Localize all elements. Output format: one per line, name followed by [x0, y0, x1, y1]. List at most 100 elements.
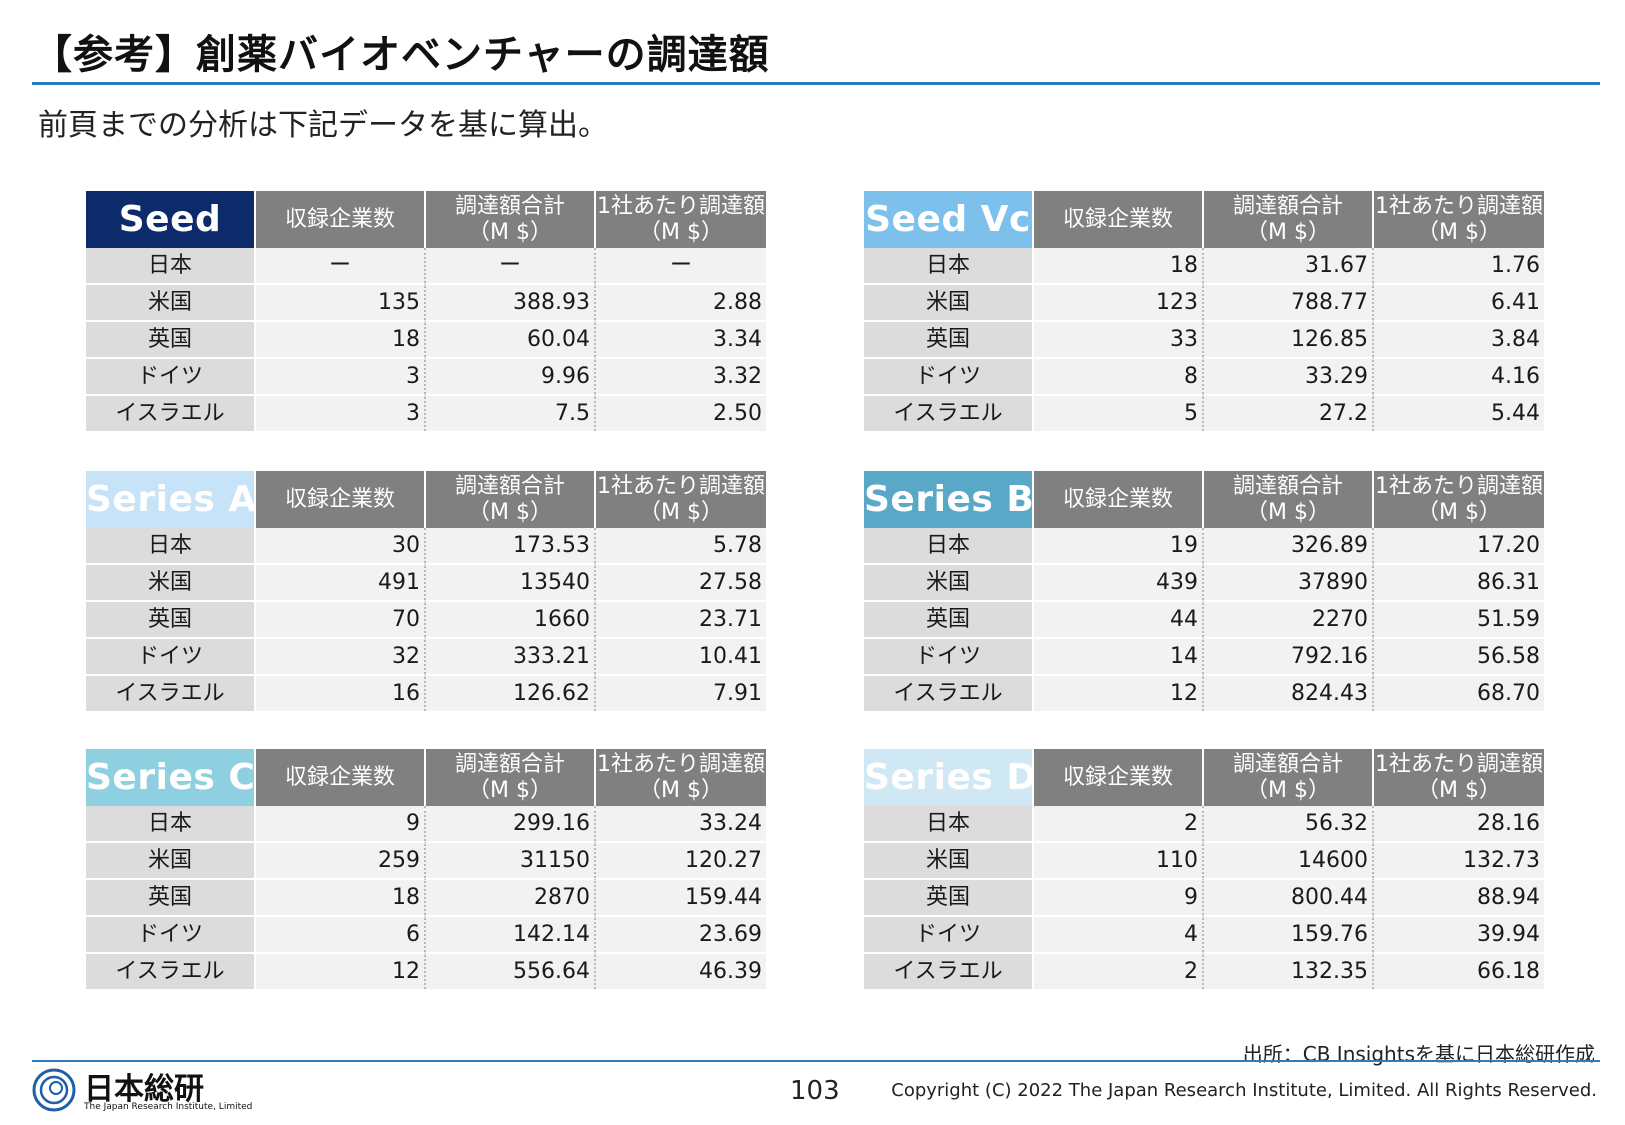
cell-per-company: 3.84: [1374, 320, 1544, 357]
column-header-companies: 収録企業数: [256, 749, 426, 806]
table-row: イスラエル 2 132.35 66.18: [864, 952, 1544, 989]
table-series-c: Series C 収録企業数 調達額合計 （M $） 1社あたり調達額 （M $） …: [86, 749, 766, 989]
cell-companies: 2: [1034, 952, 1204, 989]
row-country: ドイツ: [864, 637, 1034, 674]
table-row: ドイツ 6 142.14 23.69: [86, 915, 766, 952]
cell-per-company: 66.18: [1374, 952, 1544, 989]
cell-per-company: 68.70: [1374, 674, 1544, 711]
stage-header: Seed: [86, 191, 256, 248]
table-row: 英国 9 800.44 88.94: [864, 878, 1544, 915]
cell-companies: 18: [256, 320, 426, 357]
column-header-per-company: 1社あたり調達額 （M $）: [1374, 471, 1544, 528]
row-country: ドイツ: [864, 357, 1034, 394]
row-country: 日本: [86, 528, 256, 563]
table-series-d: Series D 収録企業数 調達額合計 （M $） 1社あたり調達額 （M $） …: [864, 749, 1544, 989]
cell-companies: ー: [256, 248, 426, 283]
cell-total: 159.76: [1204, 915, 1374, 952]
cell-total: 326.89: [1204, 528, 1374, 563]
cell-companies: 4: [1034, 915, 1204, 952]
row-country: 英国: [864, 320, 1034, 357]
page-number: 103: [790, 1076, 840, 1106]
row-country: 日本: [864, 806, 1034, 841]
table-row: イスラエル 5 27.2 5.44: [864, 394, 1544, 431]
cell-companies: 9: [256, 806, 426, 841]
cell-total: 788.77: [1204, 283, 1374, 320]
cell-per-company: 3.34: [596, 320, 766, 357]
cell-total: 33.29: [1204, 357, 1374, 394]
row-country: 英国: [86, 320, 256, 357]
cell-total: 37890: [1204, 563, 1374, 600]
cell-total: 800.44: [1204, 878, 1374, 915]
table-row: 英国 70 1660 23.71: [86, 600, 766, 637]
row-country: 英国: [86, 600, 256, 637]
cell-total: 2870: [426, 878, 596, 915]
cell-per-company: 33.24: [596, 806, 766, 841]
cell-per-company: 51.59: [1374, 600, 1544, 637]
row-country: イスラエル: [86, 952, 256, 989]
table-row: 日本 30 173.53 5.78: [86, 528, 766, 563]
column-header-total: 調達額合計 （M $）: [1204, 191, 1374, 248]
cell-total: ー: [426, 248, 596, 283]
column-header-total: 調達額合計 （M $）: [1204, 471, 1374, 528]
cell-total: 27.2: [1204, 394, 1374, 431]
footer-divider: [32, 1060, 1600, 1062]
column-header-companies: 収録企業数: [256, 191, 426, 248]
table-seed-vc: Seed Vc 収録企業数 調達額合計 （M $） 1社あたり調達額 （M $） 日…: [864, 191, 1544, 431]
table-row: イスラエル 12 824.43 68.70: [864, 674, 1544, 711]
row-country: ドイツ: [864, 915, 1034, 952]
cell-per-company: 28.16: [1374, 806, 1544, 841]
column-header-total: 調達額合計 （M $）: [426, 749, 596, 806]
page-subtitle: 前頁までの分析は下記データを基に算出。: [38, 108, 608, 143]
logo-subtext: The Japan Research Institute, Limited: [84, 1102, 253, 1112]
column-header-companies: 収録企業数: [1034, 749, 1204, 806]
cell-per-company: 132.73: [1374, 841, 1544, 878]
cell-per-company: 46.39: [596, 952, 766, 989]
row-country: ドイツ: [86, 915, 256, 952]
row-country: ドイツ: [86, 637, 256, 674]
cell-companies: 110: [1034, 841, 1204, 878]
cell-per-company: 4.16: [1374, 357, 1544, 394]
cell-companies: 12: [256, 952, 426, 989]
table-row: 米国 135 388.93 2.88: [86, 283, 766, 320]
cell-companies: 439: [1034, 563, 1204, 600]
table-row: 日本 19 326.89 17.20: [864, 528, 1544, 563]
row-country: 日本: [86, 806, 256, 841]
cell-companies: 5: [1034, 394, 1204, 431]
cell-total: 14600: [1204, 841, 1374, 878]
stage-header: Series B: [864, 471, 1034, 528]
cell-companies: 259: [256, 841, 426, 878]
row-country: 英国: [864, 878, 1034, 915]
table-row: 英国 44 2270 51.59: [864, 600, 1544, 637]
cell-total: 56.32: [1204, 806, 1374, 841]
row-country: 米国: [86, 563, 256, 600]
column-header-total: 調達額合計 （M $）: [1204, 749, 1374, 806]
cell-per-company: 39.94: [1374, 915, 1544, 952]
table-row: ドイツ 14 792.16 56.58: [864, 637, 1544, 674]
cell-companies: 14: [1034, 637, 1204, 674]
cell-per-company: 2.50: [596, 394, 766, 431]
cell-companies: 19: [1034, 528, 1204, 563]
cell-total: 556.64: [426, 952, 596, 989]
cell-total: 299.16: [426, 806, 596, 841]
row-country: 米国: [864, 563, 1034, 600]
logo-text: 日本総研: [84, 1072, 204, 1107]
cell-companies: 44: [1034, 600, 1204, 637]
cell-per-company: 10.41: [596, 637, 766, 674]
cell-total: 132.35: [1204, 952, 1374, 989]
cell-total: 1660: [426, 600, 596, 637]
cell-per-company: 6.41: [1374, 283, 1544, 320]
column-header-per-company: 1社あたり調達額 （M $）: [596, 471, 766, 528]
row-country: 米国: [86, 283, 256, 320]
cell-companies: 70: [256, 600, 426, 637]
cell-per-company: 56.58: [1374, 637, 1544, 674]
row-country: ドイツ: [86, 357, 256, 394]
table-row: 日本ーーー: [86, 248, 766, 283]
column-header-companies: 収録企業数: [1034, 191, 1204, 248]
row-country: 日本: [864, 528, 1034, 563]
cell-per-company: 5.44: [1374, 394, 1544, 431]
cell-total: 173.53: [426, 528, 596, 563]
cell-total: 333.21: [426, 637, 596, 674]
row-country: イスラエル: [864, 952, 1034, 989]
row-country: イスラエル: [864, 394, 1034, 431]
cell-total: 31.67: [1204, 248, 1374, 283]
